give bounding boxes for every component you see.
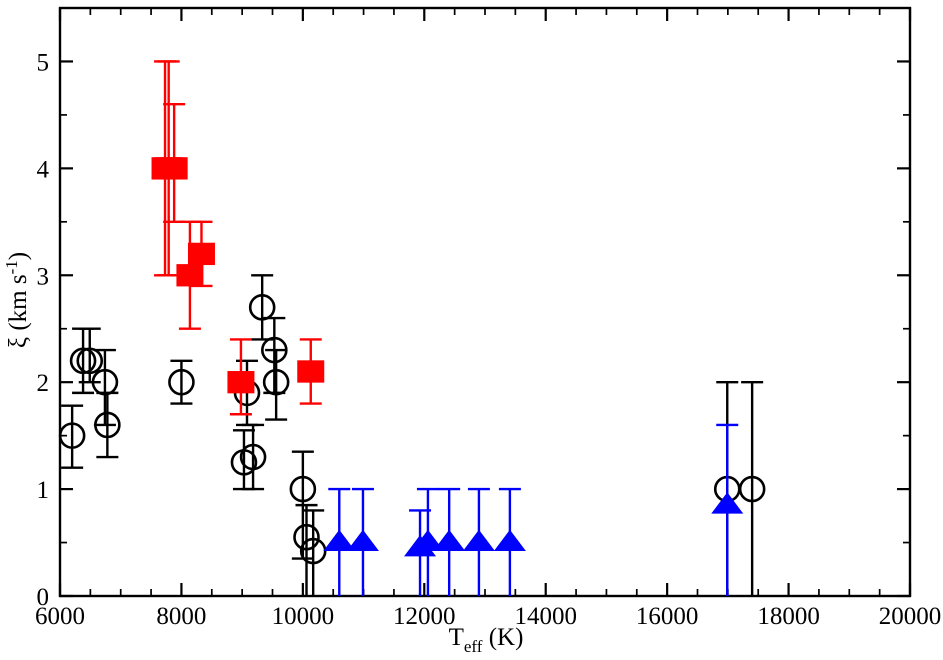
x-tick-label: 20000 xyxy=(879,603,942,630)
series-open-circles xyxy=(58,274,766,596)
y-tick-label: 4 xyxy=(37,156,50,183)
marker-open-circle xyxy=(262,368,290,396)
marker-open-circle xyxy=(239,443,267,471)
x-tick-label: 6000 xyxy=(35,603,85,630)
marker-filled-square xyxy=(227,371,255,394)
marker-open-circle xyxy=(94,411,121,439)
y-axis-label-symbol: ξ xyxy=(5,337,32,348)
marker-open-circle xyxy=(69,347,97,375)
x-axis-label-base: T xyxy=(449,624,464,651)
x-axis-label-unit: (K) xyxy=(482,624,523,651)
series-filled-triangles xyxy=(323,423,744,596)
data-points-layer xyxy=(58,60,766,596)
x-tick-label: 14000 xyxy=(514,603,577,630)
marker-filled-triangle xyxy=(711,492,744,514)
marker-open-circle xyxy=(293,523,320,551)
marker-open-circle xyxy=(91,368,119,396)
x-tick-label: 10000 xyxy=(272,603,335,630)
marker-open-circle xyxy=(58,422,86,449)
x-tick-label: 16000 xyxy=(636,603,699,630)
y-tick-labels: 0 1 2 3 4 5 xyxy=(37,49,50,611)
marker-filled-triangle xyxy=(411,529,444,552)
x-tick-label: 8000 xyxy=(156,603,206,630)
x-axis-label-subscript: eff xyxy=(464,637,483,656)
marker-filled-triangle xyxy=(323,529,356,552)
x-tick-labels: 6000 8000 10000 12000 14000 16000 18000 20000 xyxy=(35,603,941,630)
y-axis-label-exponent: -1 xyxy=(2,260,21,274)
x-tick-label: 18000 xyxy=(757,603,820,630)
marker-filled-triangle xyxy=(346,529,379,552)
marker-filled-square xyxy=(160,157,188,180)
y-axis-label-unit-close: ) xyxy=(5,252,32,260)
marker-open-circle xyxy=(299,537,327,565)
axis-ticks xyxy=(58,7,912,598)
errorbar-open-circles xyxy=(741,380,764,596)
y-tick-label: 0 xyxy=(37,584,50,611)
y-tick-label: 3 xyxy=(37,263,50,290)
x-axis-label: Teff (K) xyxy=(449,624,524,656)
marker-filled-square xyxy=(187,242,215,266)
marker-open-circle xyxy=(261,336,288,364)
marker-open-circle xyxy=(738,475,766,503)
y-tick-label: 1 xyxy=(37,477,50,504)
series-filled-squares xyxy=(151,60,325,416)
errorbar-open-circles xyxy=(61,404,84,469)
marker-filled-triangle xyxy=(433,529,466,552)
y-tick-label: 5 xyxy=(37,49,50,76)
marker-filled-triangle xyxy=(462,529,495,552)
marker-open-circle xyxy=(76,347,104,375)
y-axis-label: ξ (km s-1) xyxy=(2,252,32,348)
x-tick-label: 12000 xyxy=(393,603,456,630)
errorbar-open-circles xyxy=(295,503,318,596)
marker-filled-square xyxy=(176,264,204,287)
marker-open-circle xyxy=(168,368,195,396)
y-axis-label-unit-open: (km s xyxy=(5,274,32,337)
errorbar-open-circles xyxy=(302,509,325,596)
errorbar-open-circles xyxy=(170,359,193,405)
marker-open-circle xyxy=(248,294,276,321)
errorbar-open-circles xyxy=(242,423,265,491)
y-tick-label: 2 xyxy=(37,370,50,397)
marker-filled-square xyxy=(297,360,325,383)
marker-filled-triangle xyxy=(493,529,526,552)
marker-open-circle xyxy=(289,475,317,503)
